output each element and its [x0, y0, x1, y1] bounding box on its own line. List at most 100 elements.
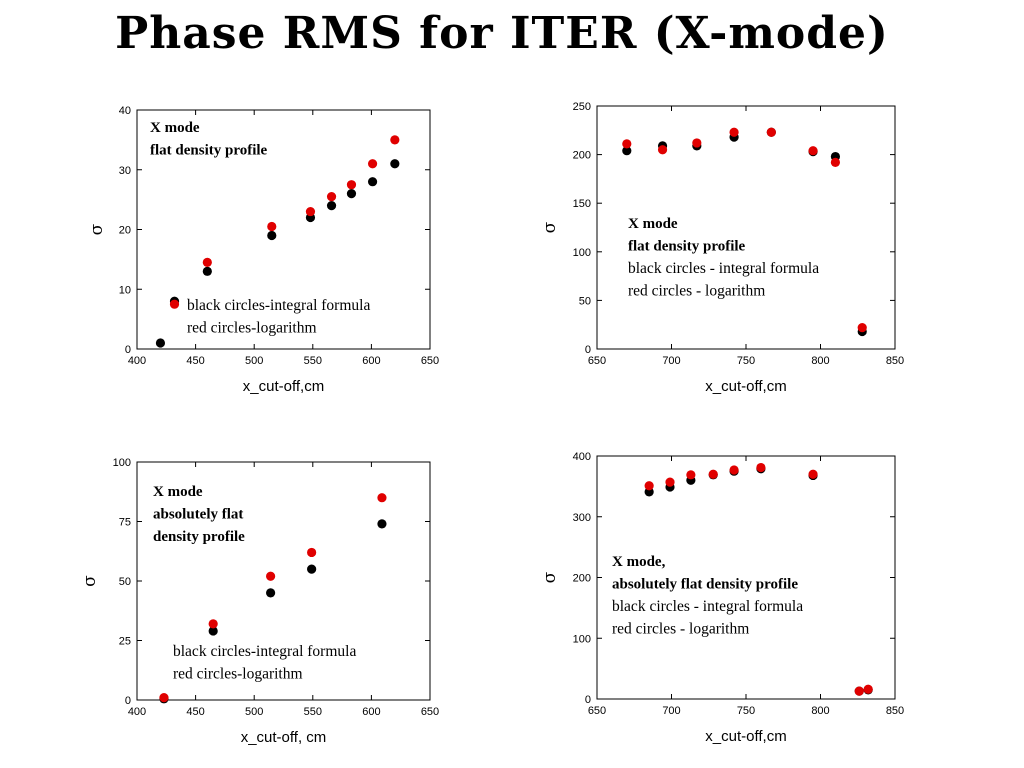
logarithm-point	[305, 206, 316, 217]
x-tick-label: 500	[245, 355, 263, 367]
y-tick-label: 30	[119, 165, 131, 177]
chart-top-right: 650 700 750 800 850 0 50 100 150 200 250 x_cut-off,…	[540, 101, 904, 395]
x-axis-label: x_cut-off,cm	[243, 378, 324, 395]
logarithm-point	[686, 470, 696, 480]
logarithm-point	[208, 619, 218, 629]
logarithm-point	[766, 127, 776, 137]
y-tick-label: 300	[573, 512, 591, 524]
logarithm-point	[622, 139, 632, 149]
logarithm-point	[854, 686, 864, 696]
y-tick-label: 250	[573, 101, 591, 113]
integral-formula-point	[346, 189, 357, 199]
y-tick-label: 40	[119, 105, 131, 117]
x-tick-label: 750	[737, 355, 755, 367]
y-axis-label: σ	[87, 223, 107, 235]
annotation-legend-text: black circles-integral formula	[173, 643, 356, 660]
logarithm-point	[326, 192, 337, 202]
y-tick-label: 0	[125, 344, 131, 356]
x-tick-label: 700	[662, 705, 680, 717]
logarithm-point	[390, 135, 400, 145]
annotation-legend-text: black circles - integral formula	[628, 260, 819, 277]
integral-formula-point	[155, 338, 166, 348]
x-axis-label: x_cut-off,cm	[705, 728, 786, 745]
annotation-title: flat density profile	[628, 239, 746, 255]
y-tick-label: 0	[125, 695, 131, 707]
logarithm-point	[756, 462, 766, 473]
annotation-title: density profile	[153, 529, 245, 545]
annotation-legend-text: black circles - integral formula	[612, 598, 803, 615]
y-tick-label: 0	[585, 694, 591, 706]
x-tick-label: 400	[128, 706, 146, 718]
integral-formula-point	[326, 201, 337, 211]
integral-formula-point	[202, 266, 212, 276]
logarithm-point	[377, 493, 387, 503]
chart-bottom-right: 650 700 750 800 850 0 100 200 300 400 x_cut-off,cm…	[540, 451, 904, 745]
integral-formula-point	[622, 146, 632, 156]
logarithm-point	[830, 157, 841, 167]
annotation-title: absolutely flat	[153, 507, 243, 523]
logarithm-point	[267, 221, 277, 232]
logarithm-point	[644, 481, 654, 491]
integral-formula-point	[267, 230, 277, 241]
x-tick-label: 550	[304, 355, 322, 367]
annotation-legend-text: red circles - logarithm	[612, 621, 749, 638]
chart-bottom-left: 400 450 500 550 600 650 0 25 50 75 100 x_cut-off, c…	[80, 457, 439, 746]
logarithm-point	[657, 145, 668, 155]
annotation-legend-text: red circles-logarithm	[173, 666, 303, 683]
logarithm-point	[863, 684, 873, 694]
annotation-title: X mode	[150, 120, 200, 136]
y-tick-label: 50	[119, 576, 131, 588]
x-tick-label: 400	[128, 355, 146, 367]
logarithm-point	[159, 693, 169, 703]
x-tick-label: 450	[186, 355, 204, 367]
y-tick-label: 400	[573, 451, 591, 463]
annotation-legend-text: red circles - logarithm	[628, 283, 765, 300]
logarithm-point	[346, 180, 357, 190]
logarithm-point	[692, 138, 702, 148]
x-tick-label: 800	[811, 355, 829, 367]
annotation-legend-text: red circles-logarithm	[187, 320, 317, 337]
integral-formula-point	[208, 626, 218, 636]
x-tick-label: 650	[588, 355, 606, 367]
y-axis-label: σ	[540, 221, 560, 233]
chart-top-left: 400 450 500 550 600 650 0 10 20 30 40 x_cut-off,cm σ…	[87, 105, 439, 395]
y-axis-label: σ	[540, 571, 560, 583]
logarithm-point	[808, 146, 818, 156]
logarithm-point	[266, 571, 276, 581]
x-tick-label: 850	[886, 355, 904, 367]
logarithm-point	[367, 159, 378, 169]
annotation-title: X mode	[153, 484, 203, 500]
y-tick-label: 200	[573, 573, 591, 585]
y-axis-label: σ	[80, 575, 100, 587]
x-axis-label: x_cut-off,cm	[705, 378, 786, 395]
x-tick-label: 650	[588, 705, 606, 717]
y-tick-label: 150	[573, 198, 591, 210]
logarithm-point	[708, 469, 718, 479]
y-tick-label: 25	[119, 636, 131, 648]
x-tick-label: 500	[245, 706, 263, 718]
x-tick-label: 650	[421, 706, 439, 718]
x-tick-label: 550	[304, 706, 322, 718]
logarithm-point	[729, 465, 739, 475]
y-tick-label: 20	[119, 225, 131, 237]
integral-formula-point	[390, 159, 400, 169]
logarithm-point	[808, 469, 818, 479]
y-tick-label: 100	[113, 457, 131, 469]
x-tick-label: 850	[886, 705, 904, 717]
logarithm-point	[857, 323, 867, 333]
x-tick-label: 600	[362, 355, 380, 367]
y-tick-label: 100	[573, 633, 591, 645]
x-tick-label: 700	[662, 355, 680, 367]
annotation-title: X mode	[628, 216, 678, 232]
annotation-title: flat density profile	[150, 143, 268, 159]
y-tick-label: 100	[573, 247, 591, 259]
integral-formula-point	[307, 564, 317, 574]
y-tick-label: 10	[119, 284, 131, 296]
logarithm-point	[729, 127, 739, 137]
annotation-title: X mode,	[612, 554, 666, 570]
slide-title: Phase RMS for ITER (X-mode)	[115, 8, 889, 59]
integral-formula-point	[266, 588, 276, 598]
annotation-title: absolutely flat density profile	[612, 577, 798, 593]
x-tick-label: 750	[737, 705, 755, 717]
